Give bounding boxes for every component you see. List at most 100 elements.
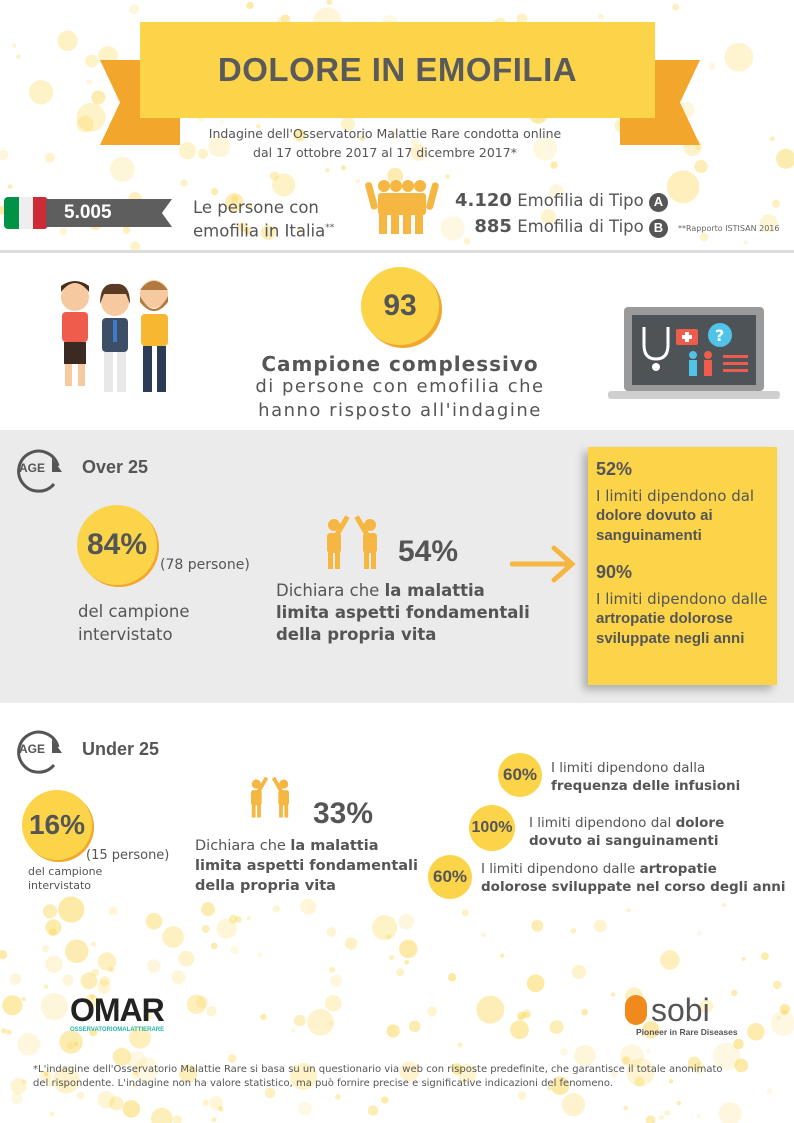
background-dot xyxy=(733,1038,744,1050)
background-dot xyxy=(131,1070,140,1080)
background-dot xyxy=(48,928,57,937)
background-dot xyxy=(411,139,418,146)
background-dot xyxy=(237,222,248,232)
background-dot xyxy=(143,1011,153,1021)
total-patients: 5.005 xyxy=(46,199,172,227)
background-dot xyxy=(610,992,616,997)
background-dot xyxy=(759,214,778,233)
omar-logo: OMAR OSSERVATORIOMALATTIERARE xyxy=(70,992,165,1033)
background-dot xyxy=(476,995,505,1024)
background-dot xyxy=(186,994,207,1015)
background-dot xyxy=(122,1100,141,1118)
background-dot xyxy=(145,912,163,930)
label-line: del campione xyxy=(78,602,190,621)
background-dot xyxy=(531,919,544,932)
background-dot xyxy=(109,1096,124,1111)
background-dot xyxy=(326,0,333,5)
background-dot xyxy=(280,14,291,25)
background-dot xyxy=(85,994,99,1008)
background-dot xyxy=(40,992,68,1021)
background-dot xyxy=(340,165,346,171)
background-dot xyxy=(90,941,96,947)
background-dot xyxy=(269,171,279,181)
background-dot xyxy=(127,1051,147,1071)
background-dot xyxy=(293,128,306,142)
background-dot xyxy=(21,996,26,1002)
italy-flag-icon xyxy=(4,197,48,229)
background-dot xyxy=(171,970,186,985)
background-dot xyxy=(367,1105,379,1116)
background-dot xyxy=(457,1042,463,1048)
omar-subtitle: OSSERVATORIOMALATTIERARE xyxy=(70,1027,165,1033)
text-bold: dolorose sviluppate nel corso degli anni xyxy=(481,879,786,895)
background-dot xyxy=(399,939,418,959)
background-dot xyxy=(243,227,251,235)
subtitle: Indagine dell'Osservatorio Malattie Rare… xyxy=(180,124,590,162)
background-dot xyxy=(687,1056,701,1070)
background-dot xyxy=(546,1086,552,1091)
background-dot xyxy=(43,984,49,989)
background-dot xyxy=(731,989,738,997)
background-dot xyxy=(91,90,106,105)
high-five-icon xyxy=(327,515,377,569)
background-dot xyxy=(500,953,505,958)
share-label: del campione intervistato xyxy=(28,865,102,893)
background-dot xyxy=(150,1107,173,1123)
background-dot xyxy=(660,950,680,970)
background-dot xyxy=(64,939,89,964)
background-dot xyxy=(523,1011,530,1018)
background-dot xyxy=(80,972,98,990)
background-dot xyxy=(16,54,21,59)
background-dot xyxy=(570,928,577,934)
background-dot xyxy=(74,1041,79,1046)
sample-description: di persone con emofilia che hanno rispos… xyxy=(180,375,620,423)
background-dot xyxy=(510,1020,529,1040)
sample-title: Campione complessivo xyxy=(261,352,539,376)
people-group-icon xyxy=(365,180,439,234)
background-dot xyxy=(381,1096,389,1104)
background-dot xyxy=(325,995,342,1012)
background-dot xyxy=(408,1020,421,1033)
background-dot xyxy=(0,149,9,161)
background-dot xyxy=(516,13,528,25)
background-dot xyxy=(440,216,465,241)
background-dot xyxy=(201,902,216,917)
divider xyxy=(0,250,794,253)
background-dot xyxy=(300,898,317,915)
limit-text: Dichiara che la malattia limita aspetti … xyxy=(195,836,435,896)
background-dot xyxy=(708,62,716,70)
background-dot xyxy=(206,1006,217,1017)
subtitle-line: dal 17 ottobre 2017 al 17 dicembre 2017* xyxy=(253,145,517,160)
background-dot xyxy=(445,174,450,179)
text-bold: della propria vita xyxy=(276,625,437,644)
background-dot xyxy=(549,184,564,199)
background-dot xyxy=(201,924,210,933)
background-dot xyxy=(770,1010,794,1036)
background-dot xyxy=(766,1088,773,1095)
cause-percent: 60% xyxy=(498,753,542,797)
background-dot xyxy=(47,1080,54,1087)
background-dot xyxy=(76,102,106,132)
background-dot xyxy=(307,1008,334,1036)
background-dot xyxy=(646,1048,651,1054)
background-dot xyxy=(427,1006,438,1017)
text-plain: I limiti dipendono dalle xyxy=(481,861,640,877)
background-dot xyxy=(97,980,111,994)
background-dot xyxy=(195,995,209,1009)
background-dot xyxy=(533,136,558,161)
background-dot xyxy=(293,1014,306,1027)
background-dot xyxy=(260,1013,267,1021)
background-dot xyxy=(162,926,184,948)
background-dot xyxy=(28,80,54,105)
background-dot xyxy=(208,135,231,158)
share-percent: 84% xyxy=(77,505,157,585)
background-dot xyxy=(451,1063,463,1075)
background-dot xyxy=(108,906,118,916)
background-dot xyxy=(172,1115,182,1123)
background-dot xyxy=(372,915,398,941)
text-bold: limita aspetti fondamentali xyxy=(276,603,530,622)
background-dot xyxy=(297,1101,312,1116)
background-dot xyxy=(290,1062,318,1090)
background-dot xyxy=(133,1070,138,1075)
background-dot xyxy=(694,159,708,174)
